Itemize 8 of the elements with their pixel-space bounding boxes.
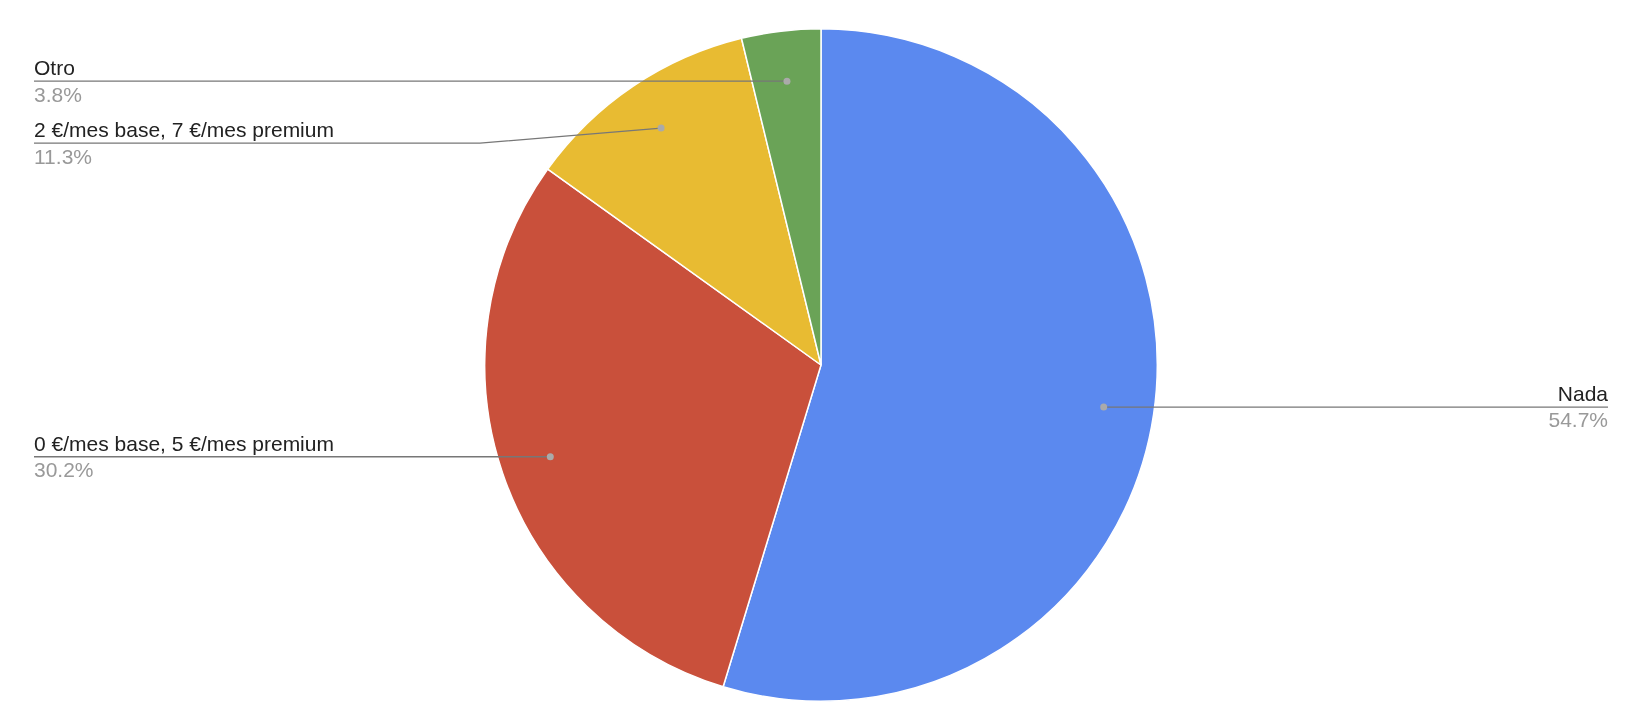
slice-label: Nada bbox=[1557, 382, 1609, 406]
data-label: 30.2% bbox=[34, 458, 94, 482]
slice-label: 0 €/mes base, 5 €/mes premium bbox=[34, 431, 334, 455]
slice-label: Otro bbox=[34, 56, 75, 80]
data-label: 3.8% bbox=[34, 82, 82, 106]
data-label: 54.7% bbox=[1548, 408, 1608, 432]
data-label: 11.3% bbox=[34, 144, 92, 168]
slice-label: 2 €/mes base, 7 €/mes premium bbox=[34, 118, 334, 142]
